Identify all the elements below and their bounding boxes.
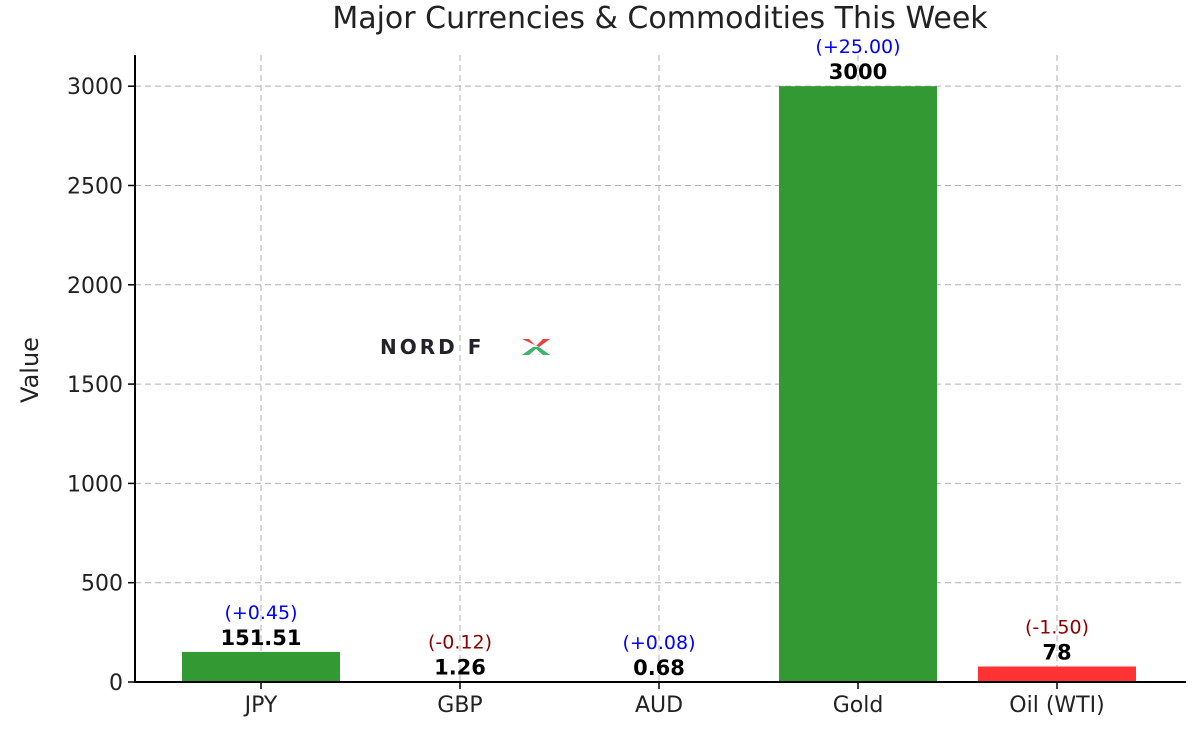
x-tick-label: JPY — [243, 693, 278, 718]
y-tick-label: 1000 — [67, 472, 123, 497]
y-tick-label: 500 — [81, 572, 123, 597]
axes — [134, 55, 1186, 683]
y-tick-label: 2000 — [67, 274, 123, 299]
data-labels: 151.51(+0.45)1.26(-0.12)0.68(+0.08)3000(… — [220, 36, 1089, 680]
nordfx-logo-watermark: NORD F — [380, 335, 550, 359]
bar-gold — [779, 86, 937, 683]
value-label: 151.51 — [220, 626, 301, 650]
ticks: 0 500 1000 1500 2000 2500 3000 JPY GBP AUD Gold Oil… — [67, 75, 1105, 718]
change-label: (-1.50) — [1025, 617, 1089, 639]
y-tick-label: 0 — [109, 671, 123, 696]
chart-title: Major Currencies & Commodities This Week — [332, 1, 988, 36]
y-tick-label: 2500 — [67, 174, 123, 199]
bars — [182, 86, 1136, 683]
bar-jpy — [182, 651, 340, 682]
x-tick-label: Gold — [833, 693, 884, 718]
svg-text:NORD F: NORD F — [380, 335, 484, 359]
y-tick-label: 1500 — [67, 373, 123, 398]
value-label: 3000 — [829, 60, 887, 84]
x-tick-label: GBP — [437, 693, 482, 718]
gridlines — [135, 55, 1185, 682]
change-label: (+0.08) — [622, 632, 695, 654]
change-label: (+25.00) — [815, 36, 900, 58]
value-label: 78 — [1042, 641, 1071, 665]
x-tick-label: AUD — [635, 693, 683, 718]
y-tick-label: 3000 — [67, 75, 123, 100]
change-label: (+0.45) — [224, 602, 297, 624]
value-label: 1.26 — [434, 656, 486, 680]
change-label: (-0.12) — [428, 632, 492, 654]
bar-oil-wti- — [978, 666, 1136, 682]
y-axis-label: Value — [16, 337, 44, 403]
x-tick-label: Oil (WTI) — [1009, 693, 1104, 718]
value-label: 0.68 — [633, 656, 685, 680]
